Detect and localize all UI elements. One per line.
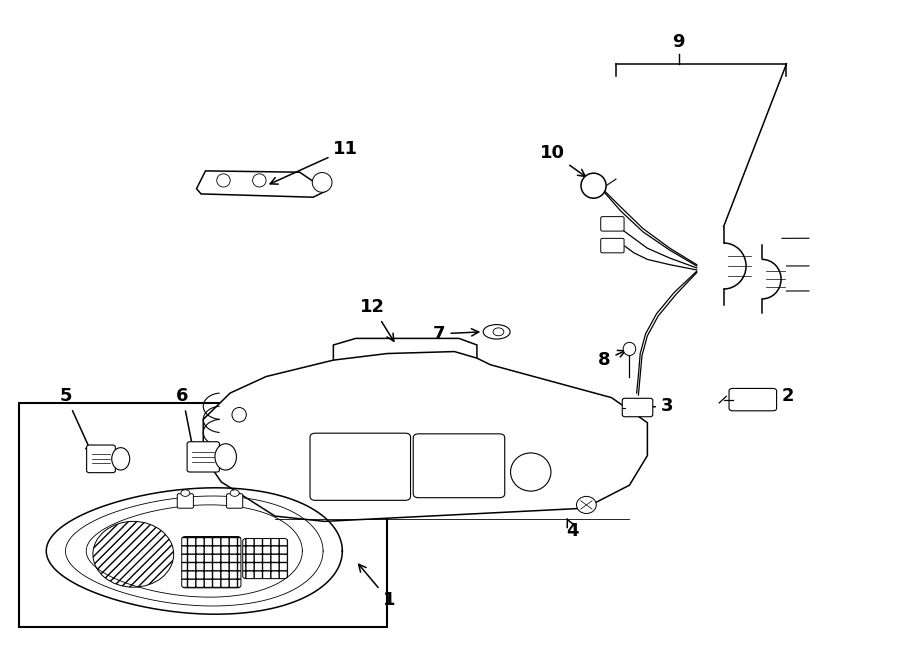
FancyBboxPatch shape [187, 442, 220, 472]
Ellipse shape [493, 328, 504, 336]
Polygon shape [196, 171, 327, 197]
Text: 8: 8 [598, 350, 626, 369]
Text: 6: 6 [176, 387, 195, 451]
Ellipse shape [581, 173, 606, 198]
FancyBboxPatch shape [729, 389, 777, 410]
Text: 2: 2 [737, 387, 795, 405]
FancyBboxPatch shape [227, 494, 243, 508]
Ellipse shape [217, 174, 230, 187]
Text: 11: 11 [270, 141, 358, 184]
Ellipse shape [253, 174, 266, 187]
Ellipse shape [181, 490, 190, 496]
Ellipse shape [510, 453, 551, 491]
Text: 4: 4 [567, 519, 579, 540]
Text: 10: 10 [540, 144, 585, 176]
Ellipse shape [312, 173, 332, 192]
Polygon shape [203, 352, 647, 522]
Ellipse shape [623, 342, 635, 356]
Ellipse shape [112, 447, 130, 470]
Ellipse shape [230, 490, 239, 496]
Text: 9: 9 [672, 33, 685, 51]
FancyBboxPatch shape [310, 433, 410, 500]
Ellipse shape [215, 444, 237, 470]
Ellipse shape [232, 408, 247, 422]
Ellipse shape [483, 325, 510, 339]
FancyBboxPatch shape [600, 217, 624, 231]
FancyBboxPatch shape [600, 239, 624, 253]
FancyBboxPatch shape [177, 494, 194, 508]
Text: 5: 5 [59, 387, 92, 453]
Text: 3: 3 [643, 397, 673, 415]
Text: 7: 7 [433, 325, 479, 343]
FancyBboxPatch shape [413, 434, 505, 498]
Bar [19, 403, 387, 627]
Text: 12: 12 [360, 299, 394, 341]
Text: 1: 1 [359, 564, 395, 609]
Ellipse shape [577, 496, 596, 514]
FancyBboxPatch shape [86, 445, 115, 473]
FancyBboxPatch shape [622, 399, 652, 416]
